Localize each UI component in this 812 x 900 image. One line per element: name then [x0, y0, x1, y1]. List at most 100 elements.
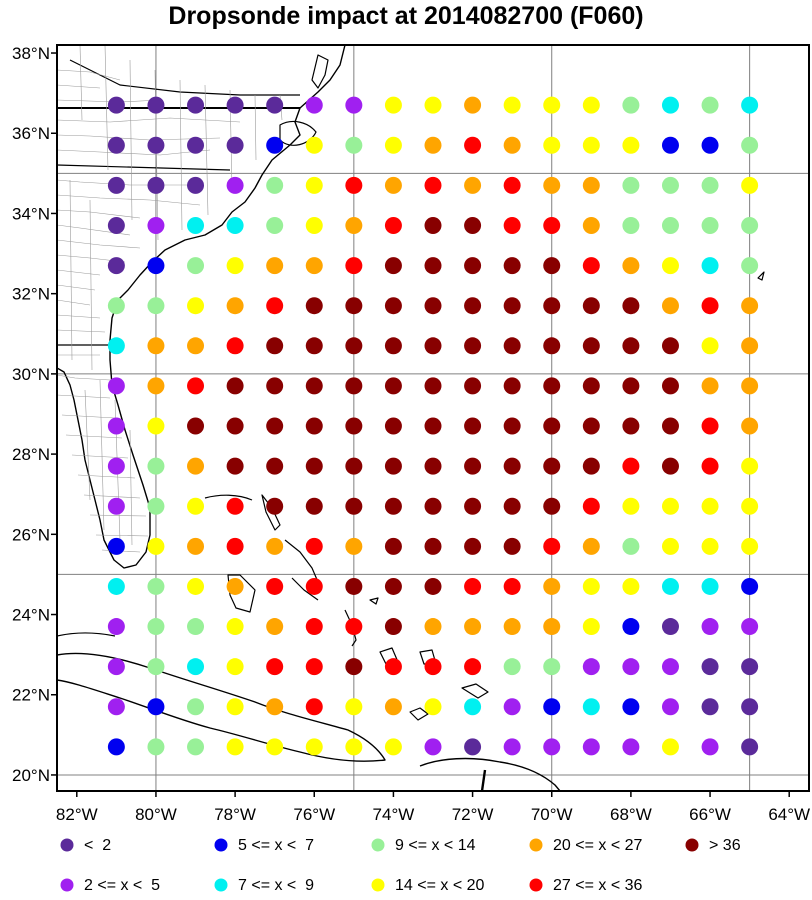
dropsonde-point — [345, 257, 363, 275]
legend-marker — [371, 878, 385, 892]
dropsonde-point — [503, 417, 521, 435]
dropsonde-point — [543, 457, 561, 475]
dropsonde-point — [305, 377, 323, 395]
dropsonde-point — [305, 658, 323, 676]
dropsonde-point — [741, 618, 759, 636]
dropsonde-point — [622, 136, 640, 154]
dropsonde-point — [503, 377, 521, 395]
dropsonde-point — [226, 457, 244, 475]
dropsonde-point — [266, 257, 284, 275]
dropsonde-point — [345, 96, 363, 114]
dropsonde-point — [543, 216, 561, 234]
legend-label: 7 <= x < 9 — [238, 877, 314, 894]
dropsonde-point — [266, 176, 284, 194]
lon-tick-labels: 82°W 80°W 78°W 76°W 74°W 72°W 70°W 68°W 66°W 64°W — [56, 791, 810, 824]
dropsonde-point — [741, 136, 759, 154]
dropsonde-point — [622, 377, 640, 395]
dropsonde-point — [424, 457, 442, 475]
dropsonde-point — [424, 497, 442, 515]
county-lines — [57, 45, 283, 553]
dropsonde-point — [464, 417, 482, 435]
dropsonde-point — [741, 577, 759, 595]
dropsonde-point — [226, 176, 244, 194]
dropsonde-point — [741, 417, 759, 435]
dropsonde-point — [661, 176, 679, 194]
virginia-border — [69, 59, 300, 96]
dropsonde-point — [345, 537, 363, 555]
dropsonde-point — [226, 337, 244, 355]
dropsonde-point — [345, 136, 363, 154]
lon-tick-label: 78°W — [214, 805, 256, 824]
dropsonde-point — [384, 377, 402, 395]
legend-marker — [214, 838, 228, 852]
dropsonde-point — [503, 337, 521, 355]
dropsonde-point — [107, 417, 125, 435]
dropsonde-point — [503, 497, 521, 515]
dropsonde-point — [187, 257, 205, 275]
lon-tick-label: 76°W — [293, 805, 335, 824]
dropsonde-point — [187, 337, 205, 355]
dropsonde-point — [107, 297, 125, 315]
dropsonde-point — [147, 96, 165, 114]
dropsonde-point — [107, 537, 125, 555]
legend-label: > 36 — [709, 837, 741, 854]
dropsonde-point — [661, 698, 679, 716]
dropsonde-point — [226, 297, 244, 315]
dropsonde-point — [345, 337, 363, 355]
dropsonde-point — [384, 96, 402, 114]
dropsonde-point — [701, 457, 719, 475]
dropsonde-point — [464, 698, 482, 716]
dropsonde-point — [661, 257, 679, 275]
dropsonde-point — [701, 497, 719, 515]
dropsonde-point — [543, 176, 561, 194]
dropsonde-point — [187, 738, 205, 756]
dropsonde-point — [266, 497, 284, 515]
dropsonde-point — [582, 176, 600, 194]
dropsonde-point — [345, 216, 363, 234]
lon-tick-label: 80°W — [135, 805, 177, 824]
cuba-west-tip — [57, 632, 116, 637]
dropsonde-point — [107, 216, 125, 234]
dropsonde-point — [266, 537, 284, 555]
lon-tick-label: 74°W — [373, 805, 415, 824]
dropsonde-point — [384, 738, 402, 756]
dropsonde-point — [464, 457, 482, 475]
dropsonde-point — [582, 537, 600, 555]
dropsonde-point — [543, 136, 561, 154]
dropsonde-point — [701, 136, 719, 154]
dropsonde-point — [582, 216, 600, 234]
dropsonde-point — [305, 136, 323, 154]
bermuda — [757, 271, 765, 281]
dropsonde-point — [147, 457, 165, 475]
dropsonde-point — [741, 176, 759, 194]
lon-tick-label: 64°W — [768, 805, 810, 824]
dropsonde-point — [305, 457, 323, 475]
dropsonde-point — [741, 337, 759, 355]
dropsonde-point — [543, 377, 561, 395]
dropsonde-point — [305, 297, 323, 315]
dropsonde-point — [701, 658, 719, 676]
legend-label: < 2 — [84, 837, 111, 854]
dropsonde-point — [424, 96, 442, 114]
dropsonde-point — [741, 457, 759, 475]
dropsonde-point — [622, 216, 640, 234]
dropsonde-point — [582, 417, 600, 435]
dropsonde-point — [622, 257, 640, 275]
legend-label: 2 <= x < 5 — [84, 877, 160, 894]
lat-tick-label: 24°N — [12, 606, 50, 625]
dropsonde-point — [187, 457, 205, 475]
dropsonde-point — [661, 457, 679, 475]
dropsonde-point — [503, 698, 521, 716]
dropsonde-point — [187, 216, 205, 234]
dropsonde-point — [147, 658, 165, 676]
dropsonde-point — [384, 658, 402, 676]
dropsonde-point — [107, 176, 125, 194]
dropsonde-point — [622, 537, 640, 555]
dropsonde-point — [701, 417, 719, 435]
lat-tick-labels: 20°N 22°N 24°N 26°N 28°N 30°N 32°N 34°N 36°N 38°N — [12, 44, 57, 785]
dropsonde-point — [424, 658, 442, 676]
dropsonde-point — [741, 658, 759, 676]
dropsonde-point — [305, 337, 323, 355]
dropsonde-point — [661, 577, 679, 595]
